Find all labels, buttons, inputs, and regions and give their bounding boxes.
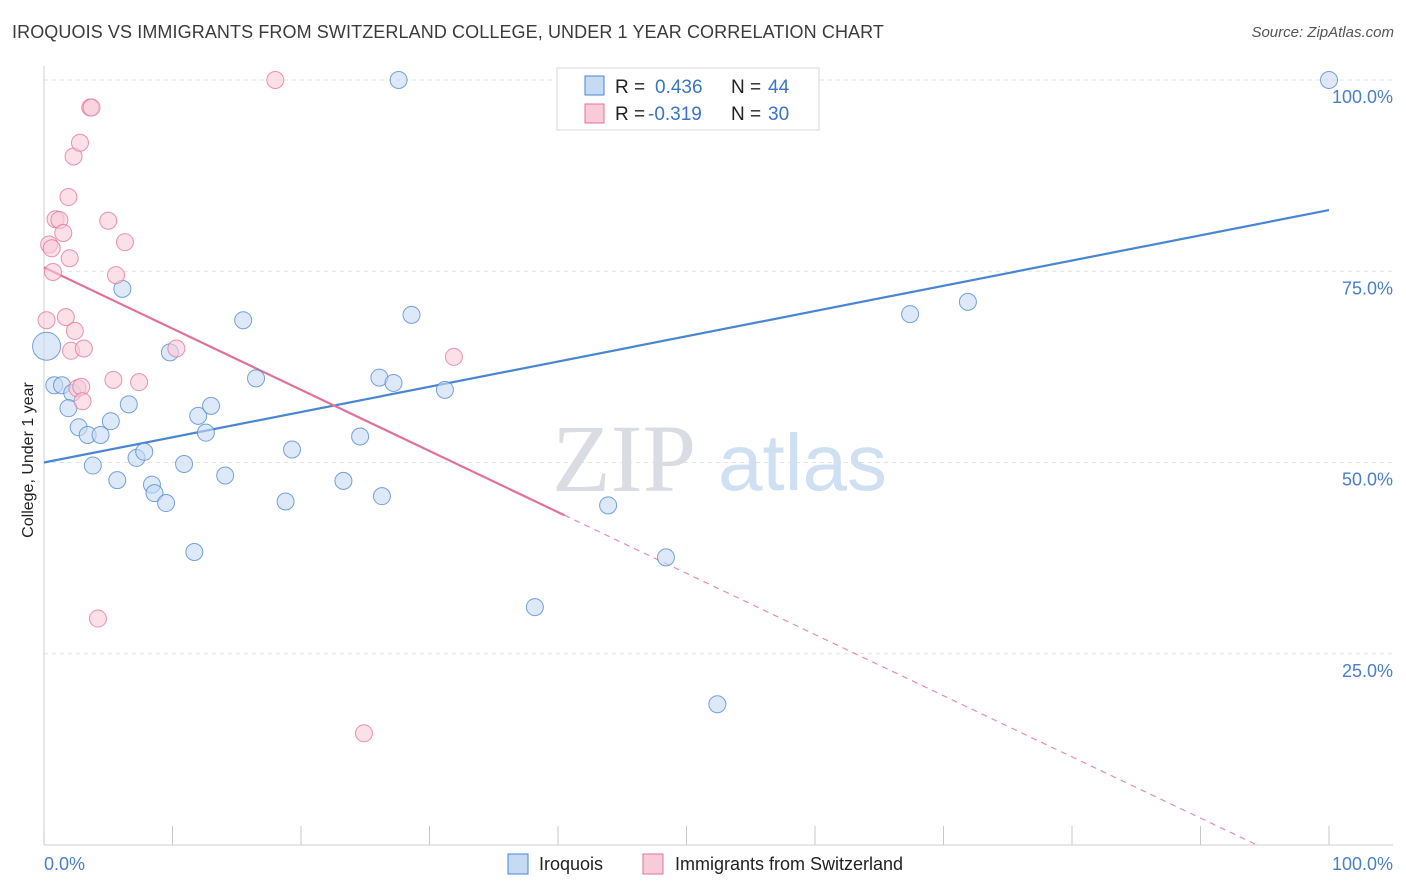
swiss-point-19 bbox=[82, 98, 101, 117]
legend-r-label-1: R = bbox=[615, 77, 645, 98]
y-tick-labels: 100.0% 75.0% 50.0% 25.0% bbox=[1332, 87, 1393, 681]
iroquois-point-38 bbox=[599, 496, 618, 515]
y-tick-label-3: 25.0% bbox=[1342, 661, 1393, 681]
legend-r-label-2: R = bbox=[615, 104, 645, 125]
swiss-point-24 bbox=[115, 233, 134, 252]
iroquois-point-36 bbox=[435, 380, 454, 399]
swiss-point-17 bbox=[74, 339, 93, 358]
bottom-legend-swatch-swiss bbox=[642, 853, 664, 875]
iroquois-point-24 bbox=[216, 466, 235, 485]
iroquois-point-37 bbox=[525, 598, 544, 617]
iroquois-point-28 bbox=[283, 440, 302, 459]
gridlines bbox=[44, 79, 1393, 655]
swiss-point-25 bbox=[130, 373, 149, 392]
bottom-legend: Iroquois Immigrants from Switzerland bbox=[507, 853, 903, 875]
legend-n-label-1: N = bbox=[731, 77, 761, 98]
swiss-point-20 bbox=[88, 609, 107, 628]
swiss-point-12 bbox=[65, 321, 84, 340]
iroquois-point-27 bbox=[276, 492, 295, 511]
iroquois-point-17 bbox=[157, 494, 176, 513]
trendline-solid-0 bbox=[43, 208, 1330, 464]
legend-n-label-2: N = bbox=[731, 104, 761, 125]
iroquois-point-20 bbox=[185, 543, 204, 562]
x-tick-label-0: 0.0% bbox=[44, 854, 85, 874]
swiss-point-8 bbox=[59, 188, 78, 207]
chart-title: IROQUOIS VS IMMIGRANTS FROM SWITZERLAND … bbox=[12, 22, 885, 42]
iroquois-point-25 bbox=[234, 311, 253, 330]
legend-r-value-2: -0.319 bbox=[648, 104, 702, 125]
source-label: Source: ZipAtlas.com bbox=[1251, 24, 1394, 41]
iroquois-point-19 bbox=[175, 455, 194, 474]
legend-r-value-1: 0.436 bbox=[655, 77, 703, 98]
legend-n-value-1: 44 bbox=[768, 77, 790, 98]
iroquois-point-10 bbox=[108, 471, 127, 490]
bottom-legend-iroquois: Iroquois bbox=[539, 854, 603, 874]
iroquois-point-35 bbox=[402, 305, 421, 324]
iroquois-point-34 bbox=[389, 71, 408, 89]
trendlines bbox=[43, 208, 1330, 846]
iroquois-point-42 bbox=[958, 292, 977, 311]
data-points bbox=[32, 71, 1338, 743]
iroquois-point-30 bbox=[351, 427, 370, 446]
iroquois-point-0 bbox=[32, 331, 62, 361]
axes bbox=[43, 66, 1393, 846]
swiss-point-22 bbox=[104, 370, 123, 389]
trendline-dashed-1 bbox=[564, 514, 1258, 846]
swiss-point-7 bbox=[56, 308, 75, 327]
swiss-point-16 bbox=[73, 392, 92, 411]
iroquois-point-43 bbox=[1320, 71, 1338, 89]
iroquois-point-29 bbox=[334, 471, 353, 490]
watermark-atlas: atlas bbox=[718, 418, 887, 507]
iroquois-point-12 bbox=[119, 395, 138, 414]
swiss-point-21 bbox=[99, 211, 118, 230]
swiss-point-9 bbox=[60, 249, 79, 268]
swiss-point-29 bbox=[444, 347, 463, 366]
iroquois-point-7 bbox=[91, 425, 110, 444]
y-tick-label-1: 75.0% bbox=[1342, 278, 1393, 298]
iroquois-point-33 bbox=[384, 373, 403, 392]
y-tick-label-2: 50.0% bbox=[1342, 470, 1393, 490]
swiss-point-0 bbox=[37, 311, 56, 330]
iroquois-point-22 bbox=[196, 423, 215, 442]
legend: R = 0.436 N = 44 R = -0.319 N = 30 bbox=[556, 67, 820, 131]
iroquois-point-21 bbox=[189, 406, 208, 425]
iroquois-point-40 bbox=[708, 695, 727, 714]
legend-swatch-iroquois bbox=[584, 75, 605, 96]
swiss-point-3 bbox=[43, 263, 62, 282]
iroquois-point-23 bbox=[202, 396, 221, 415]
swiss-point-6 bbox=[54, 224, 73, 242]
iroquois-point-41 bbox=[901, 305, 920, 324]
swiss-point-26 bbox=[167, 339, 186, 358]
swiss-point-28 bbox=[354, 724, 373, 743]
iroquois-point-14 bbox=[135, 442, 154, 461]
iroquois-point-9 bbox=[101, 412, 120, 431]
swiss-point-27 bbox=[266, 71, 285, 89]
iroquois-point-16 bbox=[145, 484, 164, 503]
bottom-legend-swiss: Immigrants from Switzerland bbox=[675, 854, 903, 874]
x-tick-label-100: 100.0% bbox=[1332, 854, 1393, 874]
swiss-point-23 bbox=[106, 266, 125, 285]
legend-swatch-swiss bbox=[584, 103, 605, 124]
y-tick-label-0: 100.0% bbox=[1332, 87, 1393, 107]
swiss-point-2 bbox=[42, 239, 61, 258]
trendline-solid-1 bbox=[43, 266, 565, 517]
watermark-zip: ZIP bbox=[552, 405, 696, 512]
iroquois-point-32 bbox=[372, 487, 391, 506]
iroquois-point-39 bbox=[656, 548, 675, 567]
y-axis-label: College, Under 1 year bbox=[20, 382, 37, 538]
legend-n-value-2: 30 bbox=[768, 104, 789, 125]
iroquois-point-8 bbox=[83, 456, 102, 475]
bottom-legend-swatch-iroquois bbox=[507, 853, 529, 875]
iroquois-point-26 bbox=[247, 369, 266, 388]
swiss-point-14 bbox=[70, 133, 89, 152]
